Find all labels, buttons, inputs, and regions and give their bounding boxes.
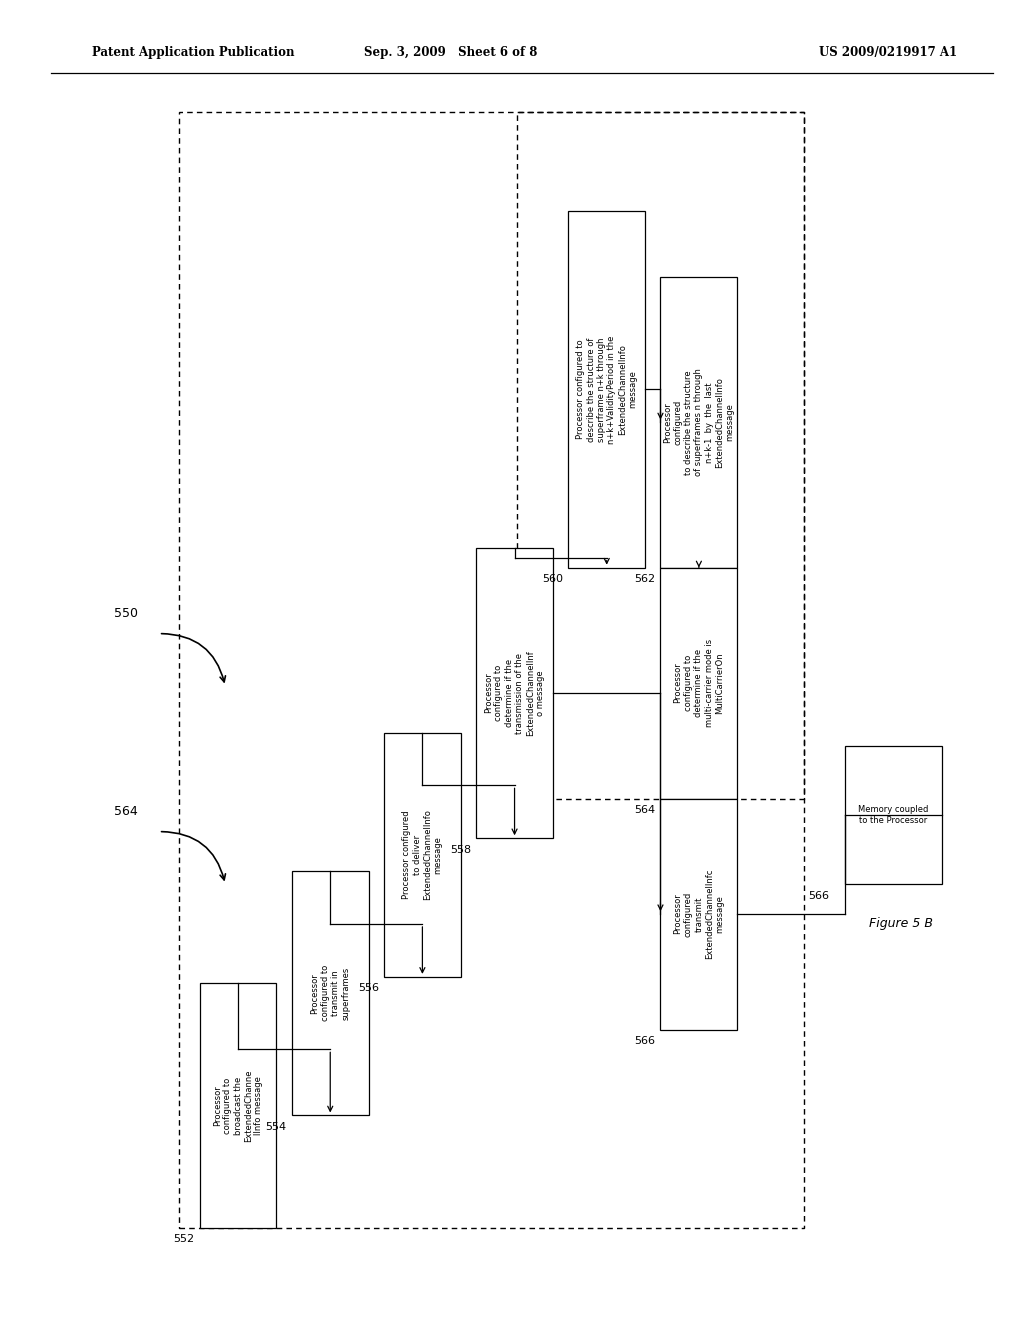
Bar <box>179 112 804 1228</box>
Text: Processor
configured to
determine if the
transmission of the
ExtendedChannelInf
: Processor configured to determine if the… <box>484 651 545 735</box>
Text: 564: 564 <box>634 805 655 816</box>
Text: Processor configured
to deliver
ExtendedChannelInfo
message: Processor configured to deliver Extended… <box>402 809 442 900</box>
Text: Patent Application Publication: Patent Application Publication <box>92 46 295 59</box>
Bar <box>568 211 645 568</box>
Bar <box>845 746 942 884</box>
Text: Figure 5 B: Figure 5 B <box>869 917 933 931</box>
Text: Processor
configured to
determine if the
multi-carrier mode is
MultiCarrierOn: Processor configured to determine if the… <box>674 639 724 727</box>
Text: 558: 558 <box>450 845 471 855</box>
Bar <box>200 983 276 1228</box>
Text: 566: 566 <box>808 891 829 902</box>
Text: 552: 552 <box>173 1234 195 1245</box>
Text: Processor
configured
transmit
ExtendedChannelInfc
message: Processor configured transmit ExtendedCh… <box>674 869 724 960</box>
Bar <box>476 548 553 838</box>
Bar <box>660 799 737 1030</box>
Text: 554: 554 <box>265 1122 287 1133</box>
Text: 566: 566 <box>634 1036 655 1047</box>
Text: Sep. 3, 2009   Sheet 6 of 8: Sep. 3, 2009 Sheet 6 of 8 <box>364 46 538 59</box>
Bar <box>384 733 461 977</box>
Text: Processor
configured
to describe the structure
of superframes n through
n+k-1  b: Processor configured to describe the str… <box>664 368 734 477</box>
Text: 564: 564 <box>115 805 138 818</box>
Text: 560: 560 <box>542 574 563 585</box>
Text: US 2009/0219917 A1: US 2009/0219917 A1 <box>819 46 957 59</box>
Text: Processor
configured to
transmit in
superframes: Processor configured to transmit in supe… <box>310 965 350 1022</box>
Bar <box>517 112 804 799</box>
Text: Memory coupled
to the Processor: Memory coupled to the Processor <box>858 805 929 825</box>
Text: 556: 556 <box>357 983 379 994</box>
Text: Processor
configured to
broadcast the
ExtendedChanne
lInfo message: Processor configured to broadcast the Ex… <box>213 1069 263 1142</box>
Bar <box>660 277 737 568</box>
Text: 562: 562 <box>634 574 655 585</box>
Bar <box>660 568 737 799</box>
Text: Processor configured to
describe the structure of
superframe n+k through
n+k+Val: Processor configured to describe the str… <box>577 335 637 444</box>
Text: 550: 550 <box>115 607 138 620</box>
Bar <box>292 871 369 1115</box>
